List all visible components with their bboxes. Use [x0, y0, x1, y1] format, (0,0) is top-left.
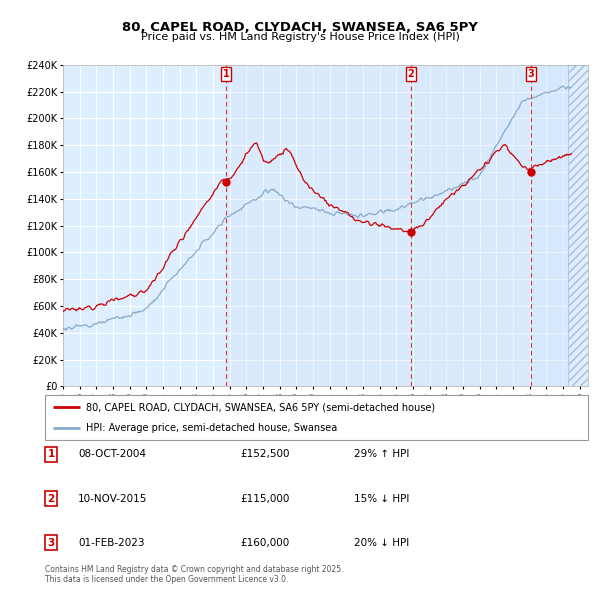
Text: 20% ↓ HPI: 20% ↓ HPI: [354, 538, 409, 548]
Bar: [531, 65, 568, 386]
Bar: [226, 65, 410, 386]
Text: 1: 1: [223, 69, 229, 78]
Text: 80, CAPEL ROAD, CLYDACH, SWANSEA, SA6 5PY (semi-detached house): 80, CAPEL ROAD, CLYDACH, SWANSEA, SA6 5P…: [86, 402, 435, 412]
Text: 29% ↑ HPI: 29% ↑ HPI: [354, 450, 409, 459]
Text: £152,500: £152,500: [240, 450, 290, 459]
Text: 2: 2: [47, 494, 55, 503]
Text: 3: 3: [47, 538, 55, 548]
Text: £160,000: £160,000: [240, 538, 289, 548]
Text: 3: 3: [527, 69, 535, 78]
Text: 2: 2: [407, 69, 414, 78]
Text: £115,000: £115,000: [240, 494, 289, 503]
Bar: [410, 65, 531, 386]
Bar: [568, 65, 588, 386]
FancyBboxPatch shape: [45, 395, 588, 440]
Text: Contains HM Land Registry data © Crown copyright and database right 2025.
This d: Contains HM Land Registry data © Crown c…: [45, 565, 343, 584]
Text: Price paid vs. HM Land Registry's House Price Index (HPI): Price paid vs. HM Land Registry's House …: [140, 32, 460, 42]
Text: 01-FEB-2023: 01-FEB-2023: [78, 538, 145, 548]
Text: 10-NOV-2015: 10-NOV-2015: [78, 494, 148, 503]
Text: 1: 1: [47, 450, 55, 459]
Text: HPI: Average price, semi-detached house, Swansea: HPI: Average price, semi-detached house,…: [86, 422, 337, 432]
Text: 15% ↓ HPI: 15% ↓ HPI: [354, 494, 409, 503]
Text: 08-OCT-2004: 08-OCT-2004: [78, 450, 146, 459]
Bar: [63, 65, 226, 386]
Text: 80, CAPEL ROAD, CLYDACH, SWANSEA, SA6 5PY: 80, CAPEL ROAD, CLYDACH, SWANSEA, SA6 5P…: [122, 21, 478, 34]
